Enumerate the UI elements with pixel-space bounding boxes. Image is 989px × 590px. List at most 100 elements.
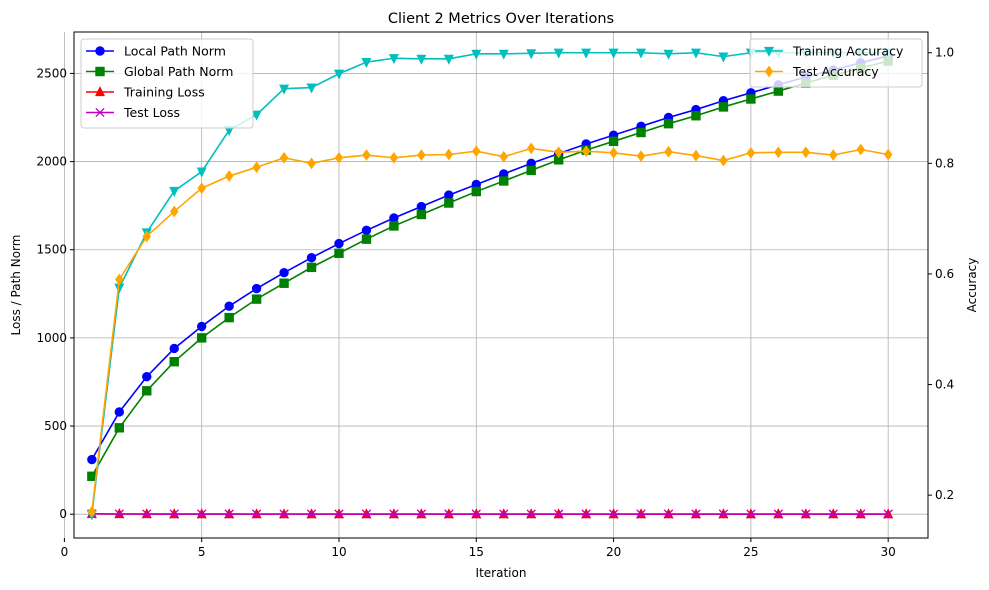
test-accuracy-point: [856, 143, 865, 156]
global-path-norm-point: [114, 423, 125, 433]
training-accuracy-point: [169, 186, 180, 197]
global-path-norm-point: [142, 386, 152, 396]
legend-swatch-marker: [764, 65, 774, 78]
test-accuracy-point: [362, 149, 371, 161]
x-tick-label: 5: [198, 545, 206, 559]
legend-swatch-marker: [95, 46, 105, 56]
legend-right: Training Accuracy Test Accuracy: [749, 38, 923, 88]
local-path-norm-point: [416, 201, 427, 212]
test-loss-point: [773, 509, 784, 519]
legend-item-test-accuracy: Test Accuracy: [755, 64, 879, 79]
test-loss-point: [856, 509, 866, 519]
x-axis-ticks: 0 5 10 15 20 25 30: [61, 538, 896, 559]
local-path-norm-point: [444, 190, 454, 200]
test-accuracy-point: [883, 148, 893, 161]
legend-item-test-loss: Test Loss: [86, 105, 180, 120]
legend-left-box: [80, 38, 254, 129]
legend-label: Local Path Norm: [124, 44, 226, 59]
test-loss-point: [636, 509, 646, 519]
test-accuracy-point: [279, 151, 289, 164]
test-loss-point: [883, 509, 893, 519]
legend-label: Test Loss: [123, 105, 180, 120]
local-path-norm-line: [91, 55, 889, 460]
test-accuracy-point: [609, 146, 618, 159]
test-accuracy-point: [197, 182, 206, 195]
test-loss-point: [471, 509, 481, 519]
local-path-norm-point: [224, 301, 234, 311]
global-path-norm-point: [526, 165, 536, 176]
local-path-norm-point: [334, 238, 344, 249]
test-loss-point: [828, 509, 838, 519]
training-accuracy-point: [608, 48, 619, 59]
test-accuracy-point: [334, 151, 344, 164]
global-path-norm-point: [361, 234, 372, 244]
global-path-norm-point: [169, 356, 179, 367]
legend-swatch-marker: [95, 66, 105, 77]
global-path-norm-point: [471, 186, 481, 197]
test-accuracy-line: [91, 147, 889, 512]
test-loss-point: [581, 509, 591, 519]
legend-label: Global Path Norm: [124, 64, 233, 79]
global-path-norm-point: [608, 136, 619, 147]
right-y-tick-label: 1.0: [935, 46, 954, 60]
global-path-norm-point: [718, 102, 729, 112]
series-local-path-norm: [87, 51, 893, 465]
training-accuracy-point: [471, 49, 482, 60]
training-accuracy-point: [718, 52, 729, 63]
test-loss-point: [499, 509, 509, 519]
global-path-norm-point: [279, 278, 289, 288]
test-loss-point: [746, 509, 756, 519]
global-path-norm-point: [691, 111, 701, 121]
left-y-axis-ticks: 0 500 1000 1500 2000 2500: [36, 66, 74, 521]
global-path-norm-point: [416, 209, 427, 220]
test-accuracy-point: [719, 154, 728, 167]
test-accuracy-point: [307, 157, 316, 170]
test-accuracy-point: [829, 149, 838, 161]
global-path-norm-point: [196, 333, 207, 343]
local-path-norm-point: [279, 267, 289, 278]
left-y-tick-label: 1000: [36, 331, 67, 345]
test-accuracy-point: [554, 146, 563, 159]
test-loss-point: [389, 509, 399, 519]
test-accuracy-point: [142, 230, 151, 243]
training-accuracy-point: [636, 48, 647, 59]
global-path-norm-point: [636, 127, 646, 138]
training-accuracy-point: [443, 54, 454, 65]
right-y-axis-ticks: 0.2 0.4 0.6 0.8 1.0: [928, 46, 954, 502]
global-path-norm-point: [334, 248, 344, 258]
test-accuracy-point: [389, 151, 399, 164]
legend-swatch-marker: [763, 46, 775, 57]
test-accuracy-point: [87, 505, 97, 518]
x-tick-label: 25: [743, 545, 758, 559]
test-loss-point: [608, 509, 619, 519]
legend-swatch-marker: [95, 107, 105, 118]
x-tick-label: 15: [469, 545, 484, 559]
right-y-tick-label: 0.6: [935, 267, 954, 281]
local-path-norm-point: [114, 407, 125, 417]
global-path-norm-point: [499, 176, 509, 186]
test-loss-point: [554, 509, 564, 519]
local-path-norm-point: [389, 213, 399, 223]
left-y-tick-label: 2000: [36, 155, 67, 169]
training-accuracy-point: [663, 49, 674, 60]
global-path-norm-point: [224, 312, 234, 323]
legend-label: Training Loss: [123, 85, 205, 100]
left-y-tick-label: 1500: [36, 243, 67, 257]
test-loss-point: [334, 509, 344, 519]
local-path-norm-point: [196, 321, 207, 332]
training-accuracy-point: [251, 110, 262, 121]
test-accuracy-point: [526, 142, 536, 155]
training-accuracy-point: [306, 83, 317, 94]
test-accuracy-point: [499, 150, 508, 163]
training-accuracy-point: [498, 49, 509, 60]
training-accuracy-point: [361, 58, 372, 69]
legend-label: Test Accuracy: [792, 64, 879, 79]
test-accuracy-point: [664, 145, 673, 158]
x-tick-label: 30: [881, 545, 896, 559]
test-loss-point: [416, 509, 427, 519]
training-accuracy-point: [196, 167, 207, 178]
global-path-norm-point: [663, 118, 674, 129]
test-accuracy-point: [581, 145, 591, 158]
test-accuracy-point: [801, 146, 811, 159]
